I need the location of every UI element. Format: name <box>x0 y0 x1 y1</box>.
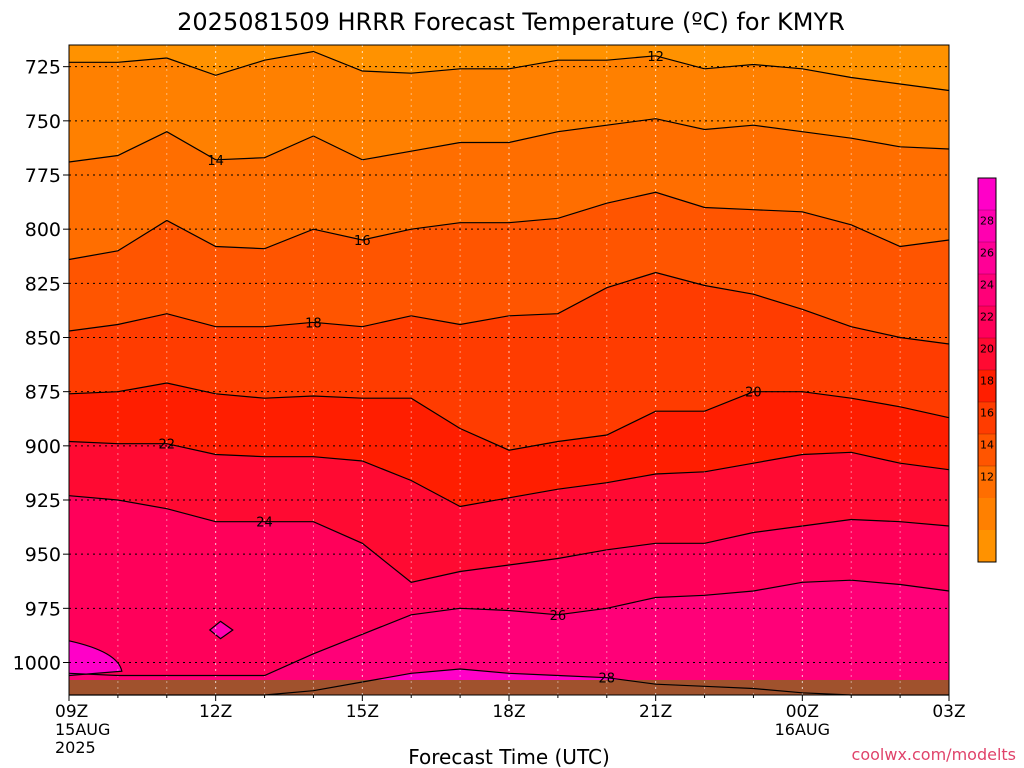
colorbar-swatch-9 <box>978 466 996 499</box>
colorbar-swatch-11 <box>978 530 996 563</box>
colorbar-swatch-3 <box>978 274 996 307</box>
y-tick-label-825: 825 <box>25 273 61 295</box>
isotherm-label-18: 18 <box>305 316 322 331</box>
x-axis-label: Forecast Time (UTC) <box>408 745 610 768</box>
y-tick-label-950: 950 <box>25 544 61 566</box>
isotherm-14 <box>68 118 950 163</box>
colorbar-swatch-10 <box>978 498 996 531</box>
x-tick-label-00Z: 00Z <box>786 702 819 722</box>
colorbar-legend: 28 26 24 22 20 18 16 14 12 <box>977 177 997 563</box>
fill-band-8 <box>69 580 949 695</box>
fill-band-5 <box>69 383 949 507</box>
colorbar-label-20: 20 <box>980 342 994 355</box>
colorbar-label-28: 28 <box>980 214 994 227</box>
colorbar-label-24: 24 <box>980 278 994 291</box>
y-tick-label-925: 925 <box>25 490 61 512</box>
isotherm-label-24: 24 <box>256 516 273 531</box>
isotherm-label-26: 26 <box>550 609 567 624</box>
isotherm-labels: 12 14 16 18 20 22 24 26 28 <box>159 50 762 687</box>
colorbar-swatch-8 <box>978 434 996 467</box>
x-year-label: 2025 <box>55 738 96 757</box>
isotherm-12 <box>69 50 950 92</box>
x-tick-label-12Z: 12Z <box>199 702 232 722</box>
colorbar-swatch-1 <box>978 210 996 243</box>
isotherm-18 <box>68 271 950 345</box>
isotherm-22 <box>68 440 950 508</box>
colorbar-label-22: 22 <box>980 310 994 323</box>
colorbar-label-16: 16 <box>980 406 994 419</box>
colorbar-swatch-6 <box>978 370 996 403</box>
y-tick-label-900: 900 <box>25 436 61 458</box>
colorbar-swatch-5 <box>978 338 996 371</box>
colorbar-label-12: 12 <box>980 470 994 483</box>
source-credit: coolwx.com/modelts <box>852 745 1016 764</box>
y-tick-label-750: 750 <box>25 111 61 133</box>
colorbar-frame <box>977 177 997 563</box>
chart-title: 2025081509 HRRR Forecast Temperature (ºC… <box>177 8 845 36</box>
y-tick-label-850: 850 <box>25 328 61 350</box>
x-tick-label-09Z: 09Z <box>55 702 88 722</box>
colorbar-swatch-2 <box>978 242 996 275</box>
pressure-axis: 725 750 775 800 825 850 875 900 925 950 975 1000 <box>13 57 69 675</box>
isotherm-26 <box>68 579 950 677</box>
y-tick-label-725: 725 <box>25 57 61 79</box>
y-tick-label-800: 800 <box>25 219 61 241</box>
colorbar-label-18: 18 <box>980 374 994 387</box>
fill-band-0 <box>69 45 949 91</box>
colorbar-swatch-0 <box>978 178 996 211</box>
x-tick-label-03Z: 03Z <box>932 702 965 722</box>
x-tick-label-21Z: 21Z <box>639 702 672 722</box>
warm-pocket-left <box>69 640 122 676</box>
x-tick-label-15Z: 15Z <box>346 702 379 722</box>
isotherm-24 <box>68 495 950 583</box>
y-tick-label-1000: 1000 <box>13 653 61 675</box>
colorbar-label-26: 26 <box>980 246 994 259</box>
isotherm-26-pocket <box>68 640 123 677</box>
isotherm-20 <box>68 382 950 451</box>
grid-lines <box>69 45 949 695</box>
x-date-label-16AUG: 16AUG <box>775 720 830 739</box>
y-tick-label-775: 775 <box>25 165 61 187</box>
y-tick-label-875: 875 <box>25 382 61 404</box>
y-tick-label-975: 975 <box>25 598 61 620</box>
isotherm-16 <box>68 191 950 261</box>
isotherm-label-20: 20 <box>745 386 762 401</box>
isotherm-label-22: 22 <box>159 438 176 453</box>
x-tick-label-18Z: 18Z <box>492 702 525 722</box>
isotherm-label-28: 28 <box>599 672 616 687</box>
x-date-label-15AUG: 15AUG <box>55 720 110 739</box>
isotherm-label-12: 12 <box>647 50 664 65</box>
fill-band-6 <box>69 441 949 583</box>
colorbar-label-14: 14 <box>980 438 994 451</box>
colorbar-swatch-4 <box>978 306 996 339</box>
isotherm-label-16: 16 <box>354 234 371 249</box>
isotherm-label-14: 14 <box>207 154 224 169</box>
fill-band-4 <box>69 272 949 451</box>
isotherm-contours <box>68 50 950 696</box>
colorbar-swatch-7 <box>978 402 996 435</box>
